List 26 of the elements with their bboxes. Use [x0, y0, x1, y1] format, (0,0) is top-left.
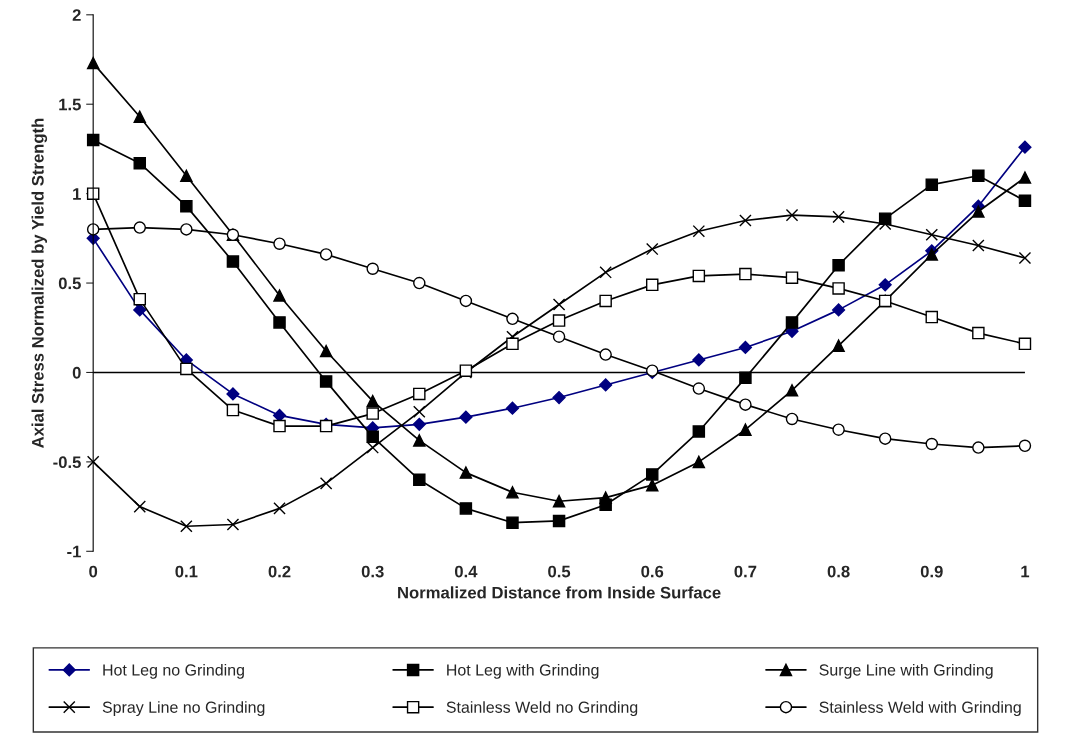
x-tick-label: 0 [89, 565, 98, 578]
x-tick-label: 0.9 [920, 565, 943, 578]
y-tick-label: 2 [72, 9, 81, 21]
legend-label: Hot Leg no Grinding [103, 663, 244, 679]
y-tick-label: 0.5 [58, 277, 81, 290]
x-tick-label: 0.1 [175, 565, 198, 578]
legend-label: Stainless Weld no Grinding [446, 701, 638, 717]
y-axis-title: Axial Stress Normalized by Yield Strength [31, 118, 48, 448]
x-tick-label: 0.6 [641, 565, 664, 578]
y-tick-label: 0 [72, 366, 81, 379]
x-tick-label: 0.7 [734, 565, 757, 578]
y-tick-label: -0.5 [53, 456, 81, 469]
x-tick-label: 0.8 [827, 565, 850, 578]
x-tick-label: 0.2 [268, 565, 291, 578]
y-tick-label: 1.5 [59, 98, 81, 111]
legend-label: Surge Line with Grinding [819, 663, 993, 679]
legend-label: Spray Line no Grinding [102, 701, 265, 717]
y-tick-label: 1 [73, 188, 81, 200]
x-tick-label: 0.5 [548, 565, 571, 578]
x-axis-title: Normalized Distance from Inside Surface [398, 586, 721, 599]
x-tick-label: 0.4 [454, 565, 478, 578]
x-tick-label: 0.3 [361, 565, 384, 578]
x-tick-label: 1 [1021, 565, 1030, 578]
y-tick-label: -1 [67, 545, 81, 558]
legend-label: Hot Leg with Grinding [447, 663, 599, 679]
legend-label: Stainless Weld with Grinding [819, 701, 1021, 717]
